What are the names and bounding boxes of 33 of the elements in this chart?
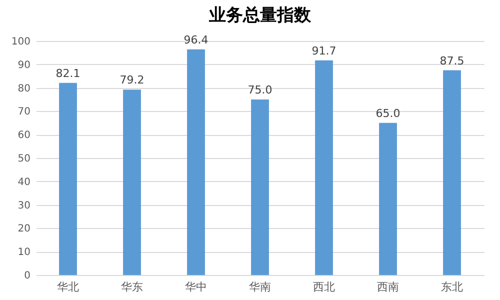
data-label: 79.2 [120, 74, 144, 87]
data-label: 91.7 [312, 44, 336, 58]
y-tick-label: 70 [18, 106, 30, 118]
bar [187, 49, 205, 275]
bar [123, 90, 141, 275]
x-tick-label: 华南 [249, 280, 271, 294]
data-label: 96.4 [184, 33, 208, 46]
x-tick-label: 东北 [441, 280, 463, 294]
y-tick-label: 20 [18, 224, 30, 235]
bar [315, 60, 333, 275]
x-tick-label: 华中 [185, 280, 207, 294]
data-label: 87.5 [440, 54, 464, 68]
chart-title: 业务总量指数 [208, 5, 312, 26]
y-tick-label: 0 [24, 270, 30, 282]
y-tick-label: 40 [18, 176, 30, 188]
bar [443, 70, 461, 275]
y-tick-label: 30 [18, 200, 30, 212]
y-tick-label: 90 [18, 60, 30, 71]
y-tick-label: 100 [11, 36, 30, 48]
bar [59, 82, 77, 275]
data-label: 65.0 [376, 106, 400, 120]
data-label: 82.1 [56, 66, 80, 80]
y-tick-label: 60 [18, 130, 30, 142]
y-tick-label: 10 [18, 247, 30, 258]
x-tick-label: 西北 [313, 280, 335, 294]
y-tick-label: 80 [18, 83, 30, 94]
bar [251, 100, 269, 275]
x-tick-label: 华北 [57, 280, 79, 294]
y-tick-label: 50 [18, 154, 30, 164]
x-tick-label: 西南 [377, 280, 399, 294]
x-tick-label: 华东 [121, 280, 143, 294]
bar [379, 122, 397, 275]
data-label: 75.0 [248, 84, 272, 96]
